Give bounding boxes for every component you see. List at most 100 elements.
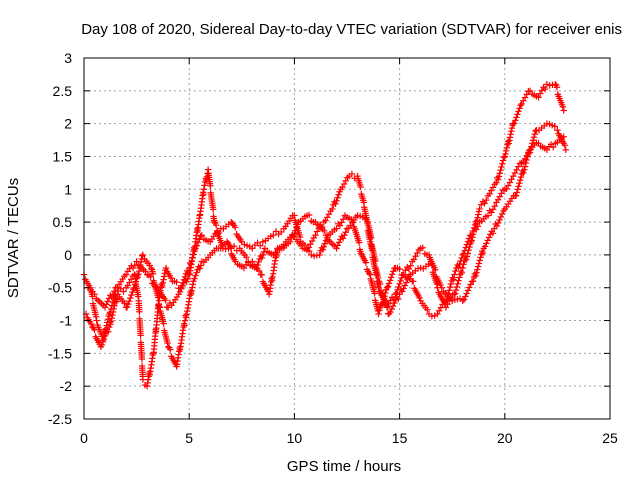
data-point xyxy=(497,166,504,174)
data-point xyxy=(232,224,239,231)
data-point xyxy=(543,81,551,88)
data-point xyxy=(200,186,208,193)
data-point xyxy=(385,280,393,287)
x-tick-label: 20 xyxy=(497,430,513,446)
data-point xyxy=(402,279,410,286)
data-point xyxy=(463,241,471,248)
data-point xyxy=(372,257,379,265)
data-point xyxy=(387,274,395,281)
data-point xyxy=(103,301,110,308)
data-point xyxy=(497,213,505,221)
data-point xyxy=(290,233,297,240)
data-point xyxy=(543,146,551,154)
data-point xyxy=(162,264,170,272)
data-point xyxy=(333,197,340,204)
data-point xyxy=(502,150,509,158)
data-point xyxy=(499,157,507,164)
data-point xyxy=(139,251,147,259)
data-point xyxy=(91,326,98,334)
data-point xyxy=(305,211,313,219)
data-point xyxy=(201,182,208,189)
data-point xyxy=(455,277,462,284)
data-point xyxy=(479,249,487,257)
data-point xyxy=(376,307,383,314)
data-point xyxy=(197,262,204,269)
data-point xyxy=(483,196,490,204)
data-point xyxy=(513,114,520,121)
data-point xyxy=(160,320,167,327)
data-point xyxy=(209,206,217,213)
data-point xyxy=(123,303,131,311)
data-point xyxy=(87,320,95,328)
data-point xyxy=(559,103,567,110)
data-point xyxy=(507,131,514,138)
data-point xyxy=(388,305,395,313)
x-tick-label: 0 xyxy=(80,430,88,446)
data-point xyxy=(160,273,168,280)
data-point xyxy=(521,166,528,173)
data-point xyxy=(459,264,466,272)
data-point xyxy=(128,291,135,299)
data-point xyxy=(176,288,184,296)
data-point xyxy=(257,242,264,249)
y-tick-label: 0.5 xyxy=(53,214,73,230)
data-point xyxy=(395,295,402,303)
data-point xyxy=(528,143,535,150)
data-point xyxy=(523,156,530,164)
data-point xyxy=(106,323,113,331)
data-point xyxy=(560,107,567,114)
data-point xyxy=(104,328,112,335)
data-point xyxy=(453,283,461,291)
data-point xyxy=(451,290,459,297)
data-point xyxy=(139,252,146,259)
data-point xyxy=(520,169,527,176)
data-point xyxy=(278,228,285,236)
data-point xyxy=(551,123,558,130)
data-point xyxy=(461,247,469,254)
data-point xyxy=(496,216,503,224)
data-point xyxy=(228,218,235,226)
data-point xyxy=(111,299,119,306)
data-point xyxy=(529,140,536,147)
data-point xyxy=(255,258,262,266)
data-point xyxy=(438,284,445,291)
data-point xyxy=(130,285,137,293)
data-point xyxy=(341,232,348,239)
data-point xyxy=(404,276,411,283)
y-tick-label: 2 xyxy=(64,116,72,132)
data-point xyxy=(462,244,470,251)
data-point xyxy=(549,143,557,151)
data-point xyxy=(397,277,404,285)
data-point xyxy=(154,294,162,301)
data-point xyxy=(132,278,139,285)
data-point xyxy=(111,288,118,295)
data-point xyxy=(368,234,375,242)
data-point xyxy=(178,285,185,293)
data-point xyxy=(535,94,542,101)
data-point xyxy=(484,212,492,219)
data-point xyxy=(450,276,457,283)
axis-ticks: 0 5 10 15 20 25 -2.5 -2 -1.5 -1 -0.5 0 0.5 1 1.5 2 2.5 3 xyxy=(48,50,618,446)
data-point xyxy=(110,305,117,313)
data-point xyxy=(258,254,265,262)
data-point xyxy=(348,170,356,178)
data-point xyxy=(218,241,226,248)
data-point xyxy=(167,274,175,282)
data-point xyxy=(383,284,391,291)
data-point xyxy=(93,317,100,324)
data-point xyxy=(396,280,403,288)
data-point xyxy=(483,240,490,247)
data-point xyxy=(127,294,134,302)
data-points xyxy=(80,81,570,390)
data-point xyxy=(340,216,347,223)
data-point xyxy=(410,278,417,285)
x-tick-label: 15 xyxy=(392,430,408,446)
data-point xyxy=(516,180,523,187)
data-point xyxy=(466,284,473,291)
data-point xyxy=(446,287,453,294)
y-tick-label: 0 xyxy=(64,247,72,263)
data-point xyxy=(159,279,167,287)
data-point xyxy=(475,211,482,218)
data-point xyxy=(167,346,174,353)
